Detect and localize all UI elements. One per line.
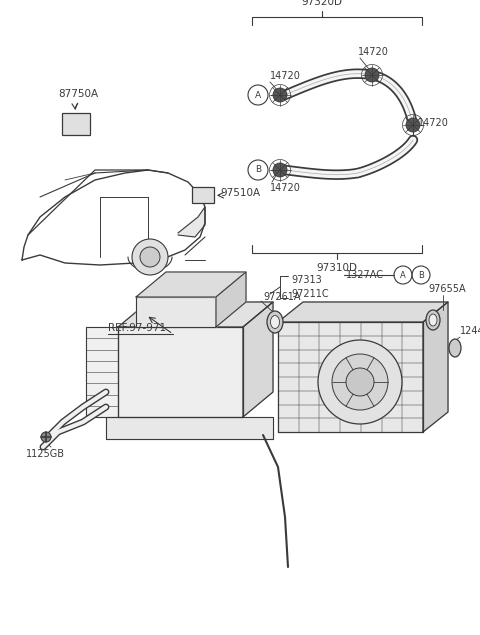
Ellipse shape [426, 310, 440, 330]
Circle shape [273, 88, 287, 102]
Text: 97310D: 97310D [316, 263, 358, 273]
Polygon shape [118, 302, 273, 327]
Polygon shape [86, 327, 118, 417]
Polygon shape [216, 272, 246, 327]
Text: 97211C: 97211C [291, 289, 329, 299]
Ellipse shape [271, 316, 279, 328]
Text: 1244BG: 1244BG [460, 326, 480, 336]
Text: 97261A: 97261A [263, 292, 300, 302]
Text: 1125GB: 1125GB [26, 449, 65, 459]
Text: 97510A: 97510A [220, 188, 260, 198]
Text: A: A [255, 91, 261, 100]
Circle shape [41, 432, 51, 442]
Text: A: A [400, 271, 406, 279]
Text: 97313: 97313 [291, 275, 322, 285]
Polygon shape [118, 327, 243, 417]
Polygon shape [178, 207, 205, 237]
Circle shape [365, 68, 379, 82]
Polygon shape [243, 302, 273, 417]
Circle shape [332, 354, 388, 410]
Text: 87750A: 87750A [58, 89, 98, 99]
Circle shape [140, 247, 160, 267]
Text: 1327AC: 1327AC [346, 270, 384, 280]
Polygon shape [278, 322, 423, 432]
Polygon shape [423, 302, 448, 432]
Ellipse shape [429, 314, 437, 326]
FancyBboxPatch shape [192, 187, 214, 203]
FancyBboxPatch shape [62, 113, 90, 135]
Text: REF.97-971: REF.97-971 [108, 323, 166, 333]
Text: 14720: 14720 [270, 71, 301, 81]
Circle shape [318, 340, 402, 424]
Text: 97320D: 97320D [301, 0, 343, 7]
Text: 97655A: 97655A [428, 284, 466, 294]
Polygon shape [136, 272, 246, 297]
Polygon shape [278, 302, 448, 322]
Text: 14720: 14720 [358, 47, 389, 57]
Circle shape [132, 239, 168, 275]
Ellipse shape [449, 339, 461, 357]
Polygon shape [106, 417, 273, 439]
Circle shape [406, 118, 420, 132]
Text: 14720: 14720 [418, 118, 449, 128]
Text: B: B [255, 166, 261, 175]
Circle shape [346, 368, 374, 396]
Circle shape [273, 163, 287, 177]
Text: B: B [418, 271, 424, 279]
Ellipse shape [267, 311, 283, 333]
Text: 14720: 14720 [270, 183, 301, 193]
Polygon shape [136, 297, 216, 327]
